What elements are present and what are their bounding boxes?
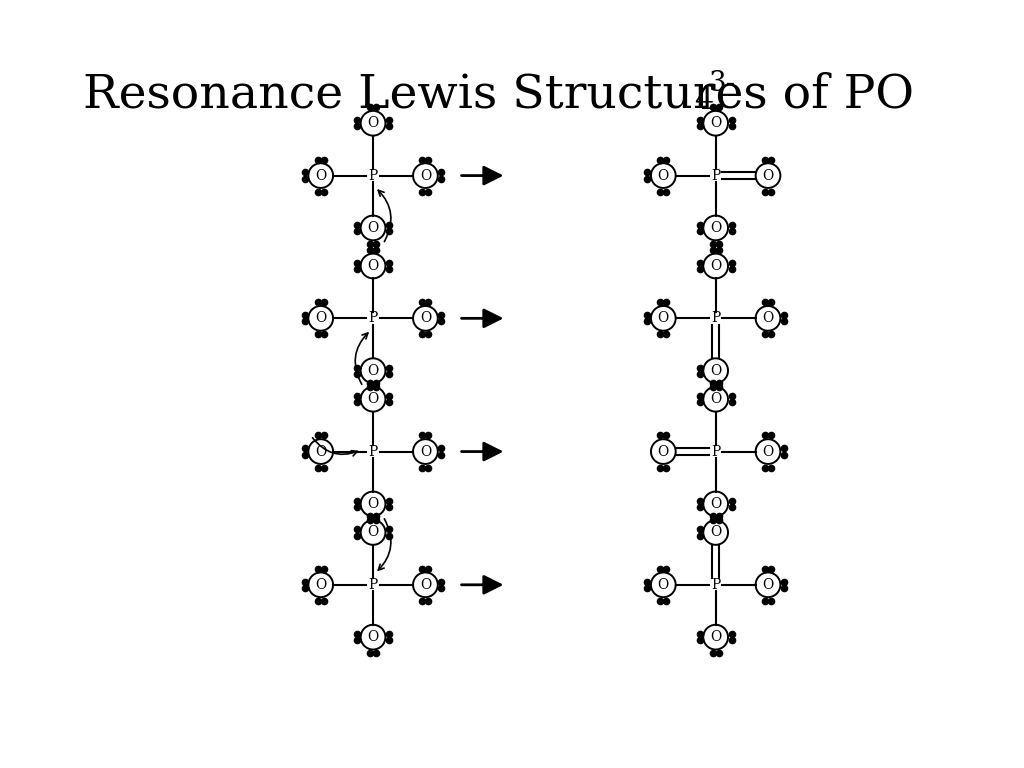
Text: P: P — [711, 311, 720, 326]
Text: O: O — [657, 169, 669, 183]
Text: O: O — [368, 392, 379, 406]
Text: O: O — [710, 259, 721, 273]
Text: O: O — [763, 578, 773, 592]
Text: 4: 4 — [694, 85, 713, 116]
Text: O: O — [368, 116, 379, 131]
Text: O: O — [368, 497, 379, 511]
Text: O: O — [710, 497, 721, 511]
Text: O: O — [315, 169, 327, 183]
Text: O: O — [368, 630, 379, 644]
Text: O: O — [420, 311, 431, 326]
Text: P: P — [369, 445, 378, 458]
Text: P: P — [369, 169, 378, 183]
Text: P: P — [369, 311, 378, 326]
Text: O: O — [710, 630, 721, 644]
Text: O: O — [315, 578, 327, 592]
Text: Resonance Lewis Structures of PO: Resonance Lewis Structures of PO — [83, 72, 914, 118]
Text: O: O — [368, 364, 379, 378]
Text: O: O — [368, 525, 379, 539]
Text: O: O — [710, 364, 721, 378]
Text: 3-: 3- — [709, 70, 736, 97]
Text: O: O — [420, 169, 431, 183]
Text: O: O — [657, 445, 669, 458]
Text: O: O — [710, 392, 721, 406]
Text: O: O — [710, 525, 721, 539]
Text: O: O — [657, 311, 669, 326]
Text: O: O — [420, 578, 431, 592]
Text: P: P — [711, 169, 720, 183]
Text: O: O — [315, 445, 327, 458]
Text: O: O — [420, 445, 431, 458]
Text: O: O — [763, 311, 773, 326]
Text: O: O — [710, 116, 721, 131]
Text: P: P — [711, 578, 720, 592]
Text: O: O — [763, 445, 773, 458]
Text: O: O — [710, 221, 721, 235]
Text: P: P — [369, 578, 378, 592]
Text: P: P — [711, 445, 720, 458]
Text: O: O — [763, 169, 773, 183]
Text: O: O — [368, 259, 379, 273]
Text: O: O — [315, 311, 327, 326]
Text: O: O — [368, 221, 379, 235]
Text: O: O — [657, 578, 669, 592]
